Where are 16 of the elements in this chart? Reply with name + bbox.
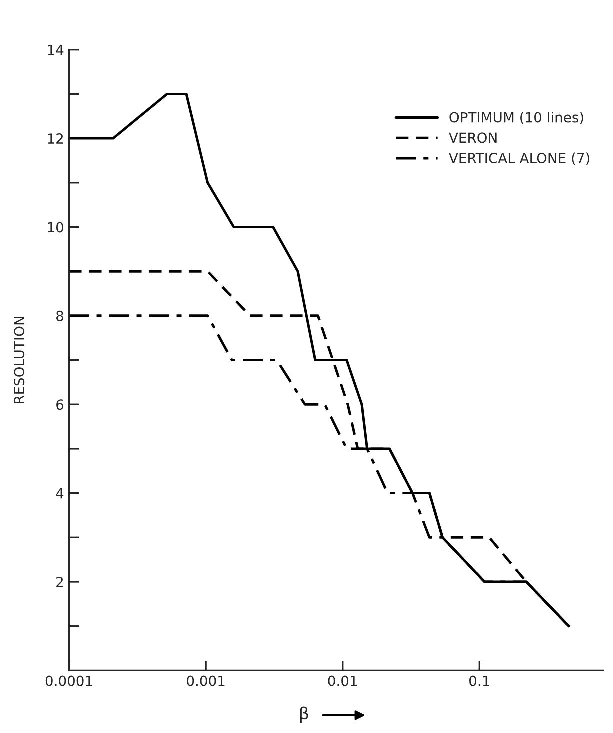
y-tick-label: 10 — [48, 222, 64, 233]
y-tick-label: 14 — [48, 44, 64, 56]
legend-label: OPTIMUM (10 lines) — [450, 112, 584, 124]
x-tick-label: 0.01 — [328, 676, 358, 686]
legend-label: VERTICAL ALONE (7) — [449, 152, 590, 166]
y-tick-label: 8 — [56, 310, 64, 322]
y-tick-label: 6 — [56, 400, 64, 410]
x-tick-label: 0.0001 — [46, 676, 92, 686]
y-tick-label: 4 — [56, 488, 64, 499]
x-tick-label: 0.1 — [470, 676, 490, 686]
legend-label: VERON — [449, 132, 497, 144]
y-axis-title: RESOLUTION — [14, 316, 25, 404]
x-axis-title: β — [300, 706, 308, 723]
y-tick-label: 2 — [56, 576, 64, 588]
x-tick-label: 0.001 — [187, 676, 225, 686]
y-tick-label: 12 — [48, 134, 64, 144]
